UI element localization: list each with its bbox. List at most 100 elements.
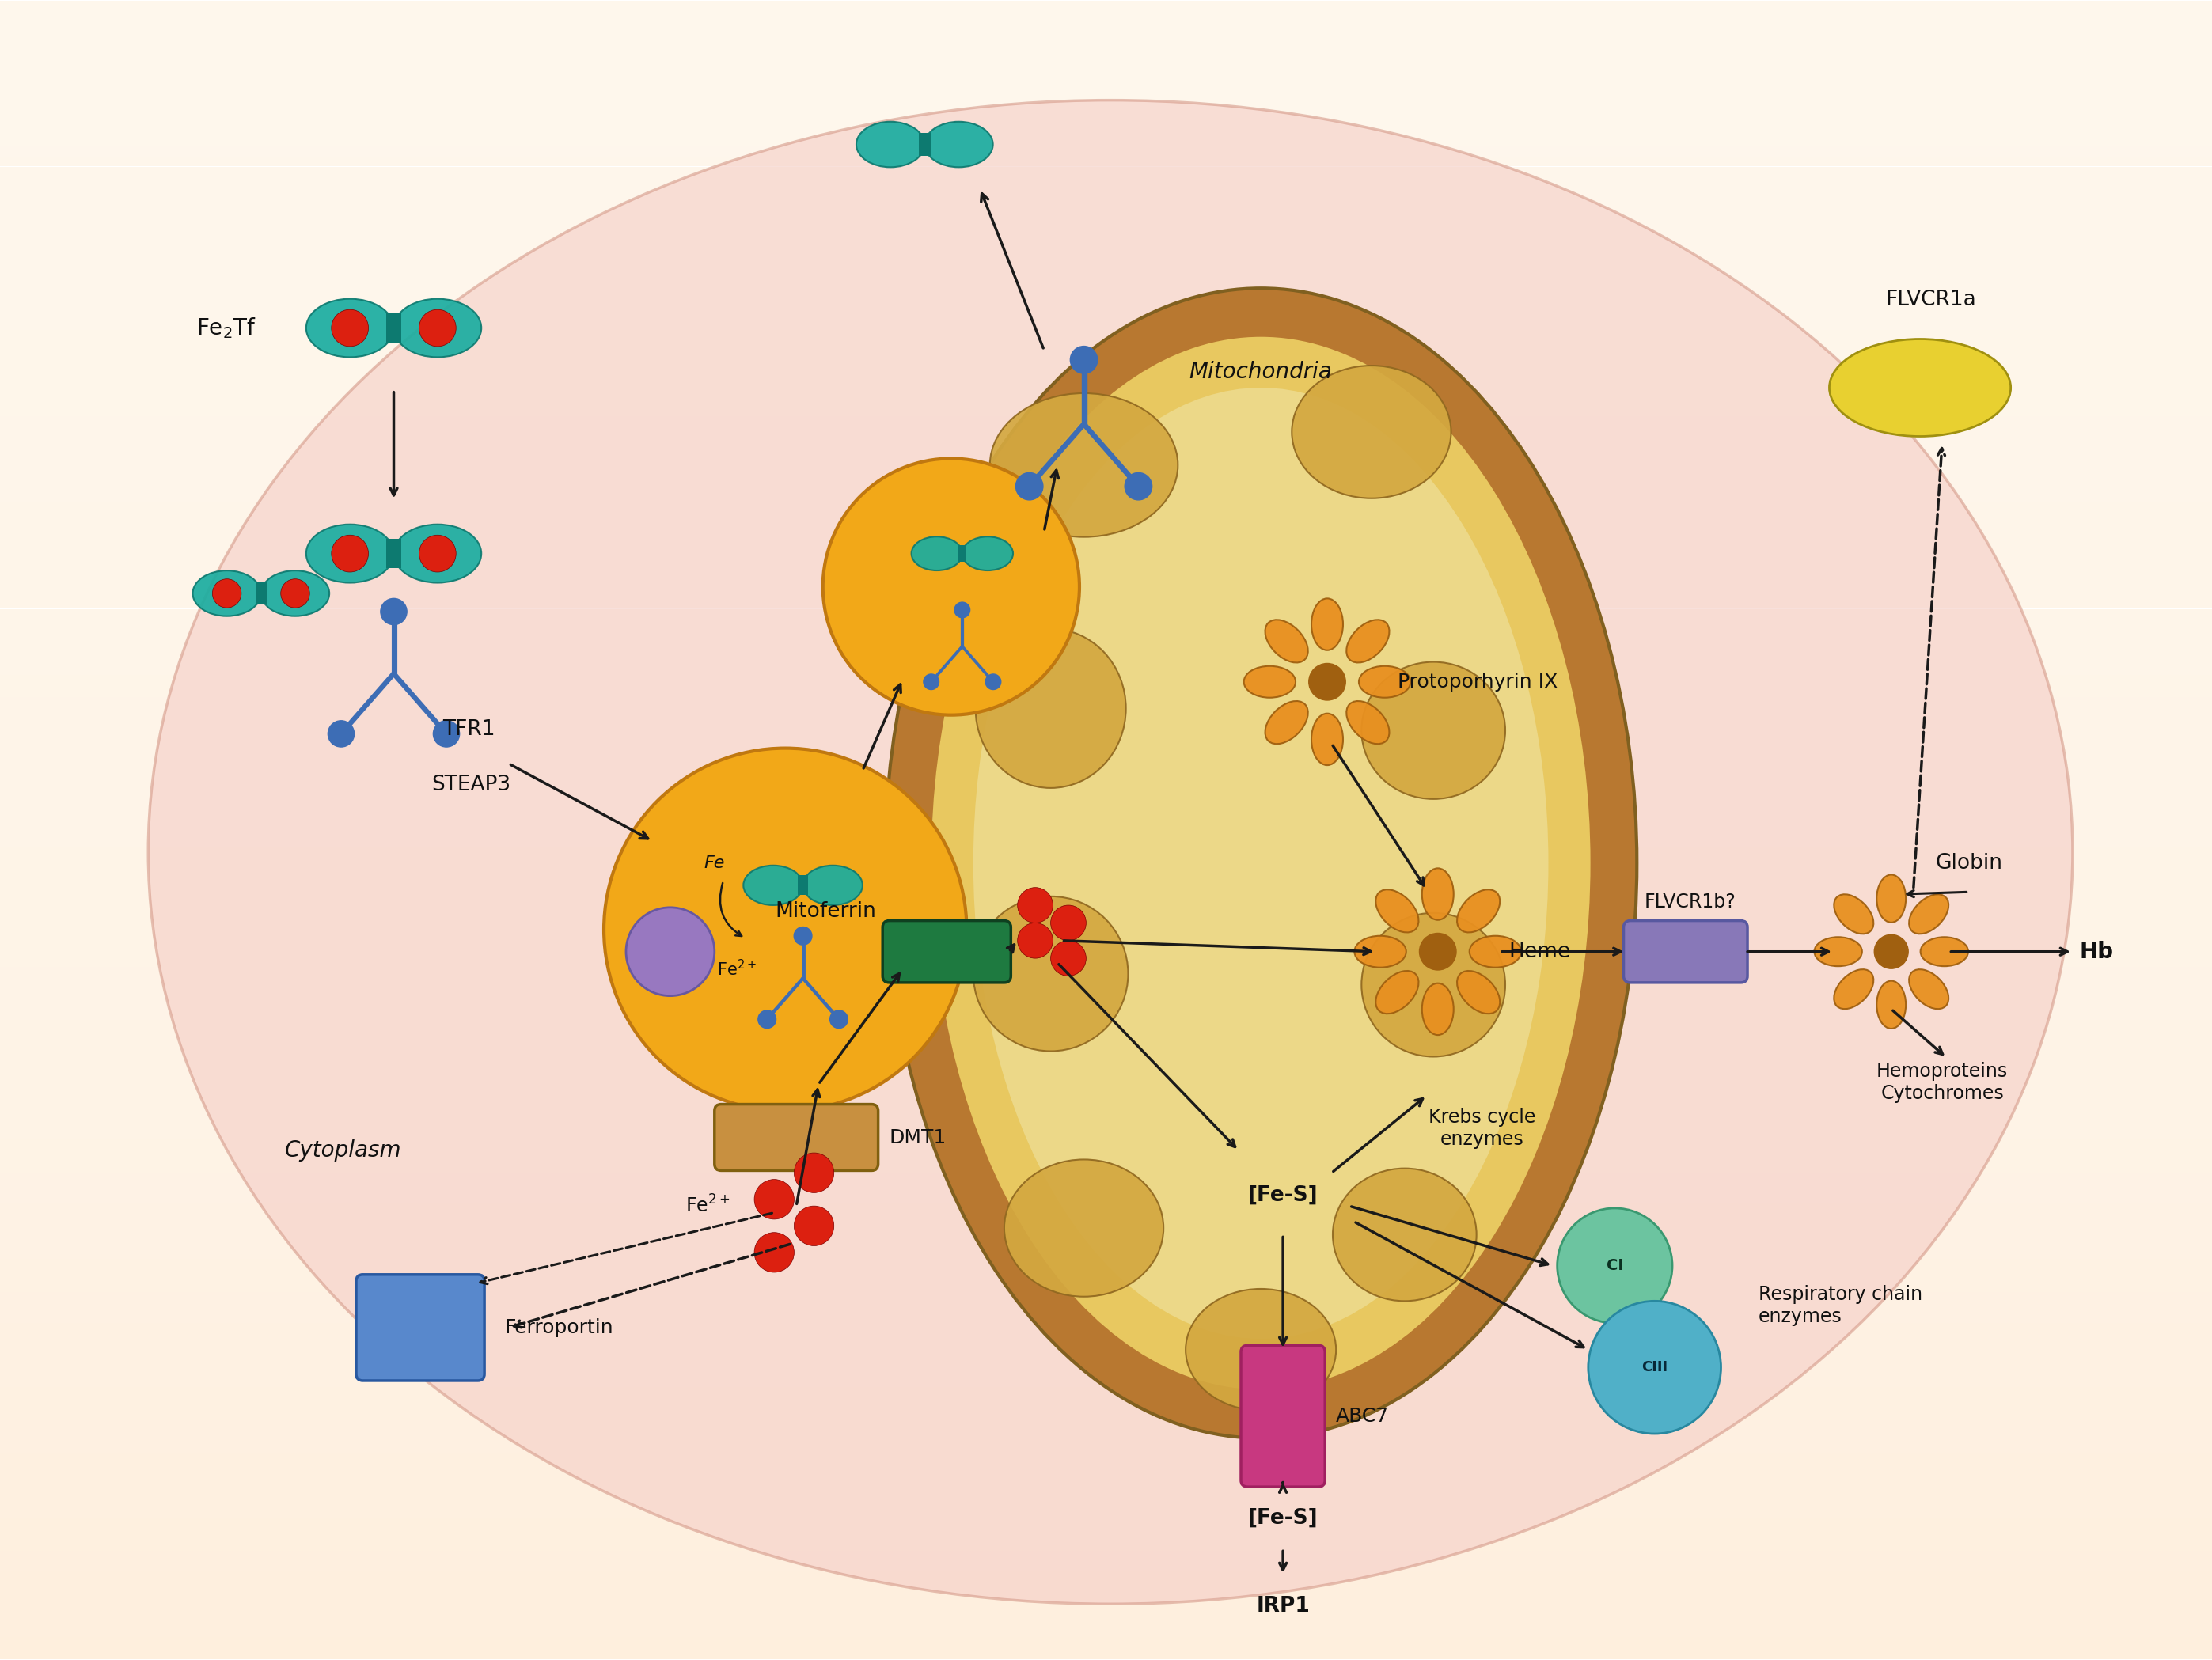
- Bar: [0, 151, 2212, 153]
- Bar: [0, 1295, 2212, 1296]
- Bar: [0, 1296, 2212, 1298]
- Bar: [0, 1004, 2212, 1008]
- Bar: [0, 375, 2212, 377]
- Bar: [0, 779, 2212, 782]
- Circle shape: [754, 1179, 794, 1218]
- Bar: [0, 40, 2212, 43]
- Bar: [0, 530, 2212, 531]
- Text: IRP1: IRP1: [1256, 1595, 1310, 1617]
- Bar: [0, 891, 2212, 895]
- Bar: [0, 10, 2212, 12]
- Bar: [0, 91, 2212, 93]
- Bar: [0, 732, 2212, 735]
- Bar: [0, 1461, 2212, 1462]
- Bar: [0, 950, 2212, 951]
- Bar: [0, 1298, 2212, 1301]
- Bar: [0, 983, 2212, 984]
- Ellipse shape: [1458, 971, 1500, 1014]
- Bar: [0, 835, 2212, 837]
- Bar: [0, 1560, 2212, 1562]
- Text: Krebs cycle
enzymes: Krebs cycle enzymes: [1429, 1109, 1535, 1149]
- Bar: [0, 1648, 2212, 1650]
- Bar: [0, 71, 2212, 73]
- Bar: [0, 1642, 2212, 1643]
- Bar: [0, 448, 2212, 450]
- Bar: [0, 598, 2212, 599]
- Bar: [0, 1587, 2212, 1589]
- Bar: [0, 1351, 2212, 1355]
- Bar: [0, 563, 2212, 564]
- Bar: [0, 292, 2212, 295]
- Bar: [0, 1600, 2212, 1602]
- Bar: [0, 536, 2212, 538]
- Bar: [0, 45, 2212, 46]
- Bar: [0, 1283, 2212, 1285]
- Bar: [0, 1554, 2212, 1555]
- Bar: [0, 971, 2212, 974]
- Bar: [0, 765, 2212, 769]
- Bar: [0, 1268, 2212, 1270]
- Bar: [0, 305, 2212, 309]
- Circle shape: [1015, 473, 1044, 500]
- Bar: [0, 1438, 2212, 1441]
- Bar: [0, 299, 2212, 302]
- Bar: [0, 1389, 2212, 1391]
- Bar: [0, 1521, 2212, 1522]
- Bar: [0, 1199, 2212, 1202]
- Bar: [0, 1557, 2212, 1560]
- Bar: [0, 284, 2212, 286]
- Bar: [0, 70, 2212, 71]
- Bar: [0, 1582, 2212, 1584]
- Bar: [0, 571, 2212, 573]
- Bar: [0, 1376, 2212, 1378]
- Bar: [0, 193, 2212, 196]
- Bar: [0, 876, 2212, 878]
- Bar: [0, 828, 2212, 830]
- Bar: [0, 20, 2212, 23]
- Ellipse shape: [1909, 895, 1949, 935]
- Ellipse shape: [394, 525, 482, 583]
- Bar: [0, 302, 2212, 304]
- Bar: [0, 324, 2212, 325]
- Bar: [0, 1130, 2212, 1134]
- Bar: [0, 769, 2212, 770]
- Bar: [0, 870, 2212, 872]
- Bar: [0, 93, 2212, 96]
- Bar: [0, 1272, 2212, 1275]
- Bar: [0, 558, 2212, 559]
- Bar: [0, 266, 2212, 269]
- Bar: [0, 810, 2212, 812]
- Bar: [0, 745, 2212, 749]
- Bar: [0, 1396, 2212, 1398]
- Circle shape: [1071, 347, 1097, 374]
- Bar: [0, 895, 2212, 896]
- Bar: [0, 750, 2212, 752]
- Bar: [0, 46, 2212, 50]
- Bar: [0, 322, 2212, 324]
- Text: CI: CI: [1606, 1258, 1624, 1273]
- Bar: [0, 397, 2212, 398]
- FancyBboxPatch shape: [1241, 1345, 1325, 1487]
- Bar: [0, 863, 2212, 865]
- Bar: [0, 631, 2212, 632]
- Bar: [0, 503, 2212, 505]
- Ellipse shape: [1347, 619, 1389, 662]
- Bar: [0, 1031, 2212, 1034]
- Bar: [0, 1522, 2212, 1524]
- Bar: [0, 837, 2212, 838]
- Bar: [0, 1623, 2212, 1627]
- Bar: [0, 297, 2212, 299]
- Bar: [0, 383, 2212, 385]
- Bar: [0, 1580, 2212, 1582]
- Bar: [0, 935, 2212, 936]
- Bar: [0, 1484, 2212, 1487]
- Circle shape: [418, 309, 456, 347]
- Bar: [0, 616, 2212, 618]
- Bar: [0, 1501, 2212, 1502]
- Bar: [0, 1497, 2212, 1501]
- Bar: [0, 1265, 2212, 1268]
- Bar: [0, 1238, 2212, 1242]
- Bar: [0, 1602, 2212, 1604]
- Bar: [0, 405, 2212, 408]
- Bar: [799, 875, 807, 895]
